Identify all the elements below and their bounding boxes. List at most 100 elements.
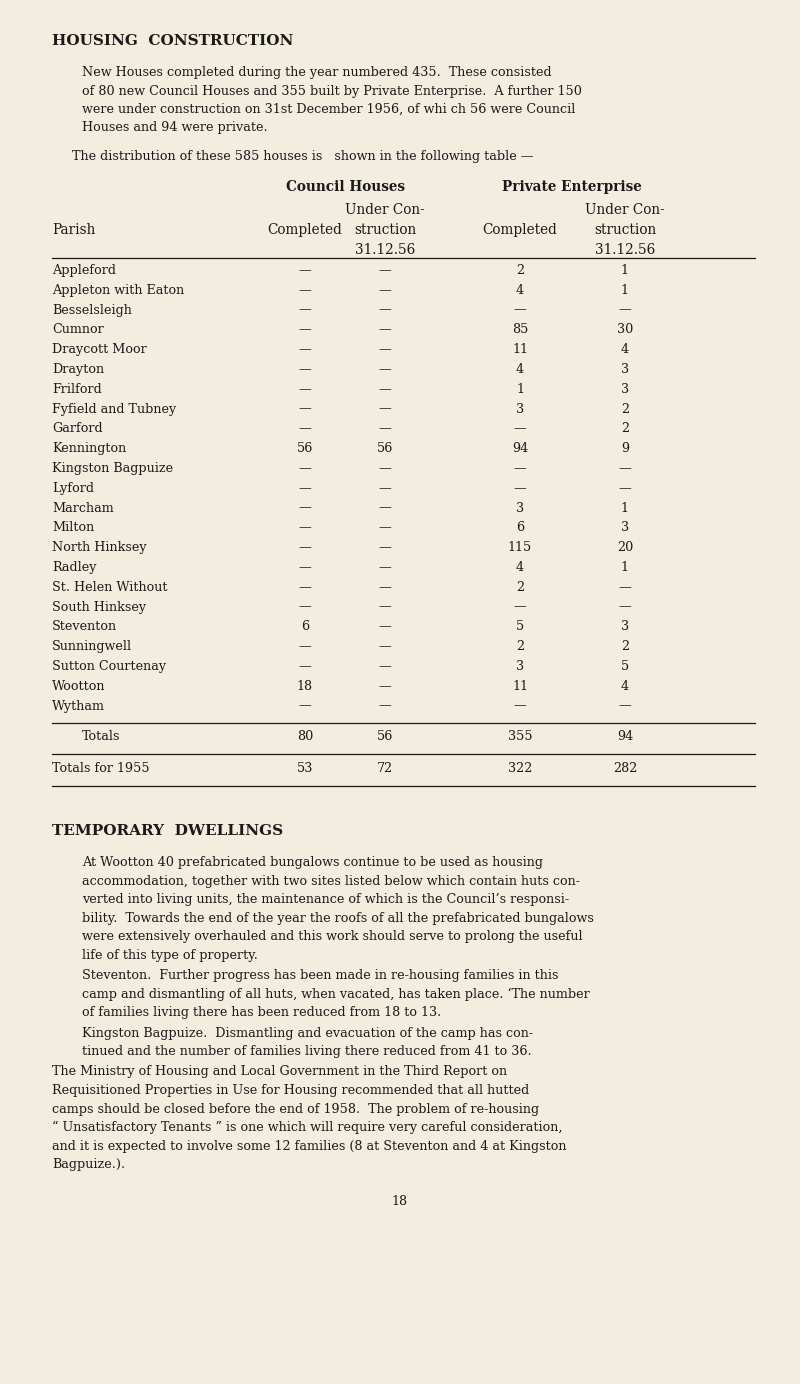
Text: —: — <box>378 641 391 653</box>
Text: Sunningwell: Sunningwell <box>52 641 132 653</box>
Text: St. Helen Without: St. Helen Without <box>52 581 167 594</box>
Text: 2: 2 <box>621 422 629 436</box>
Text: Council Houses: Council Houses <box>286 180 405 194</box>
Text: —: — <box>298 482 311 495</box>
Text: 1: 1 <box>621 264 629 277</box>
Text: Houses and 94 were private.: Houses and 94 were private. <box>82 122 268 134</box>
Text: —: — <box>298 303 311 317</box>
Text: 3: 3 <box>516 660 524 673</box>
Text: 2: 2 <box>516 641 524 653</box>
Text: of families living there has been reduced from 18 to 13.: of families living there has been reduce… <box>82 1006 442 1019</box>
Text: —: — <box>618 601 631 613</box>
Text: Completed: Completed <box>267 223 342 237</box>
Text: 4: 4 <box>516 363 524 376</box>
Text: —: — <box>378 660 391 673</box>
Text: —: — <box>298 343 311 356</box>
Text: —: — <box>378 561 391 574</box>
Text: 1: 1 <box>621 561 629 574</box>
Text: —: — <box>514 482 526 495</box>
Text: 115: 115 <box>508 541 532 554</box>
Text: Cumnor: Cumnor <box>52 324 104 336</box>
Text: 1: 1 <box>621 501 629 515</box>
Text: 30: 30 <box>617 324 633 336</box>
Text: 56: 56 <box>377 443 393 455</box>
Text: Marcham: Marcham <box>52 501 114 515</box>
Text: Sutton Courtenay: Sutton Courtenay <box>52 660 166 673</box>
Text: 6: 6 <box>301 620 309 634</box>
Text: —: — <box>298 383 311 396</box>
Text: —: — <box>298 660 311 673</box>
Text: were extensively overhauled and this work should serve to prolong the useful: were extensively overhauled and this wor… <box>82 930 582 943</box>
Text: —: — <box>298 641 311 653</box>
Text: Besselsleigh: Besselsleigh <box>52 303 132 317</box>
Text: Garford: Garford <box>52 422 102 436</box>
Text: bility.  Towards the end of the year the roofs of all the prefabricated bungalow: bility. Towards the end of the year the … <box>82 912 594 925</box>
Text: —: — <box>378 422 391 436</box>
Text: —: — <box>378 601 391 613</box>
Text: struction: struction <box>594 223 656 237</box>
Text: —: — <box>378 403 391 415</box>
Text: —: — <box>298 264 311 277</box>
Text: 80: 80 <box>297 731 313 743</box>
Text: —: — <box>378 541 391 554</box>
Text: The distribution of these 585 houses is   shown in the following table —: The distribution of these 585 houses is … <box>72 149 534 163</box>
Text: At Wootton 40 prefabricated bungalows continue to be used as housing: At Wootton 40 prefabricated bungalows co… <box>82 855 543 869</box>
Text: 1: 1 <box>516 383 524 396</box>
Text: 3: 3 <box>621 363 629 376</box>
Text: —: — <box>378 264 391 277</box>
Text: 2: 2 <box>516 581 524 594</box>
Text: Wootton: Wootton <box>52 680 106 693</box>
Text: 3: 3 <box>621 522 629 534</box>
Text: 5: 5 <box>516 620 524 634</box>
Text: 4: 4 <box>621 680 629 693</box>
Text: 9: 9 <box>621 443 629 455</box>
Text: were under construction on 31st December 1956, of whi ch 56 were Council: were under construction on 31st December… <box>82 102 575 116</box>
Text: 85: 85 <box>512 324 528 336</box>
Text: 2: 2 <box>621 641 629 653</box>
Text: Completed: Completed <box>482 223 558 237</box>
Text: Private Enterprise: Private Enterprise <box>502 180 642 194</box>
Text: Drayton: Drayton <box>52 363 104 376</box>
Text: Wytham: Wytham <box>52 699 105 713</box>
Text: Under Con-: Under Con- <box>345 203 425 217</box>
Text: tinued and the number of families living there reduced from 41 to 36.: tinued and the number of families living… <box>82 1045 532 1057</box>
Text: HOUSING  CONSTRUCTION: HOUSING CONSTRUCTION <box>52 35 294 48</box>
Text: Under Con-: Under Con- <box>585 203 665 217</box>
Text: camp and dismantling of all huts, when vacated, has taken place. ‘The number: camp and dismantling of all huts, when v… <box>82 988 590 1001</box>
Text: 31.12.56: 31.12.56 <box>595 244 655 257</box>
Text: Kingston Bagpuize.  Dismantling and evacuation of the camp has con-: Kingston Bagpuize. Dismantling and evacu… <box>82 1027 533 1039</box>
Text: New Houses completed during the year numbered 435.  These consisted: New Houses completed during the year num… <box>82 66 552 79</box>
Text: —: — <box>298 541 311 554</box>
Text: North Hinksey: North Hinksey <box>52 541 146 554</box>
Text: 4: 4 <box>516 561 524 574</box>
Text: 11: 11 <box>512 343 528 356</box>
Text: —: — <box>378 303 391 317</box>
Text: Steventon: Steventon <box>52 620 117 634</box>
Text: TEMPORARY  DWELLINGS: TEMPORARY DWELLINGS <box>52 823 283 837</box>
Text: —: — <box>514 303 526 317</box>
Text: —: — <box>298 284 311 296</box>
Text: 3: 3 <box>621 383 629 396</box>
Text: Kingston Bagpuize: Kingston Bagpuize <box>52 462 173 475</box>
Text: and it is expected to involve some 12 families (8 at Steventon and 4 at Kingston: and it is expected to involve some 12 fa… <box>52 1139 566 1153</box>
Text: Parish: Parish <box>52 223 95 237</box>
Text: —: — <box>378 383 391 396</box>
Text: life of this type of property.: life of this type of property. <box>82 948 258 962</box>
Text: Bagpuize.).: Bagpuize.). <box>52 1158 125 1171</box>
Text: 5: 5 <box>621 660 629 673</box>
Text: —: — <box>378 343 391 356</box>
Text: South Hinksey: South Hinksey <box>52 601 146 613</box>
Text: —: — <box>618 699 631 713</box>
Text: 53: 53 <box>297 763 313 775</box>
Text: 31.12.56: 31.12.56 <box>355 244 415 257</box>
Text: Milton: Milton <box>52 522 94 534</box>
Text: 94: 94 <box>512 443 528 455</box>
Text: Kennington: Kennington <box>52 443 126 455</box>
Text: 94: 94 <box>617 731 633 743</box>
Text: —: — <box>514 462 526 475</box>
Text: Fyfield and Tubney: Fyfield and Tubney <box>52 403 176 415</box>
Text: The Ministry of Housing and Local Government in the Third Report on: The Ministry of Housing and Local Govern… <box>52 1066 507 1078</box>
Text: Requisitioned Properties in Use for Housing recommended that all hutted: Requisitioned Properties in Use for Hous… <box>52 1084 530 1098</box>
Text: 18: 18 <box>297 680 313 693</box>
Text: —: — <box>298 581 311 594</box>
